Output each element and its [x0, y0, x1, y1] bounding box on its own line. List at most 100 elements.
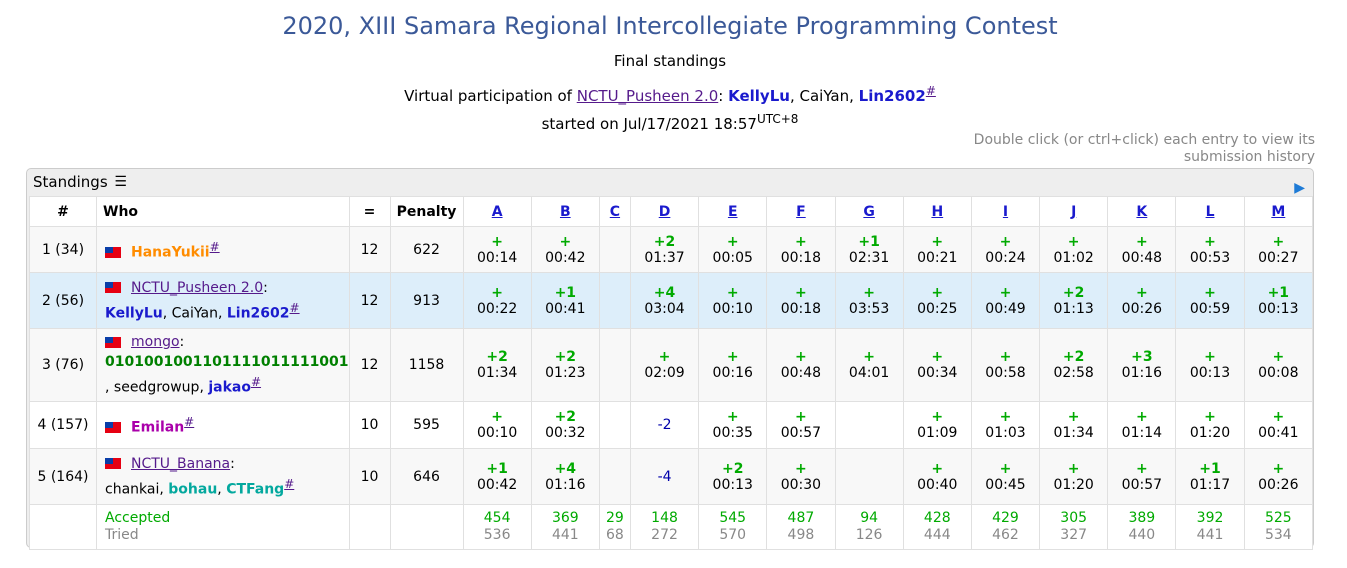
problem-result-cell[interactable]: +00:42 [530, 226, 600, 273]
member-link[interactable]: CaiYan [171, 305, 218, 322]
problem-result-cell[interactable]: +01:03 [970, 401, 1041, 449]
problem-link-g[interactable]: G [863, 203, 875, 220]
col-problem-a[interactable]: A [462, 196, 532, 227]
problem-result-cell[interactable]: +1 00:42 [462, 448, 532, 505]
problem-result-cell[interactable]: +4 03:04 [629, 272, 700, 329]
problem-result-cell[interactable]: +00:24 [970, 226, 1041, 273]
col-problem-h[interactable]: H [902, 196, 972, 227]
problem-result-cell[interactable]: +00:13 [1175, 328, 1245, 402]
problem-result-cell[interactable]: +2 00:32 [530, 401, 600, 449]
member-link[interactable]: CTFang [226, 481, 285, 498]
problem-result-cell[interactable]: +00:27 [1243, 226, 1314, 273]
problem-result-cell[interactable]: +00:48 [766, 328, 836, 402]
problem-link-j[interactable]: J [1071, 203, 1077, 220]
problem-result-cell[interactable]: +03:53 [834, 272, 904, 329]
problem-result-cell[interactable]: +00:48 [1107, 226, 1177, 273]
problem-link-d[interactable]: D [658, 203, 671, 220]
problem-result-cell[interactable]: -4 [629, 448, 700, 505]
table-row[interactable]: 1 (34) HanaYukii# 12 622 +00:14 +00:42 +2 01:37… [29, 226, 1314, 273]
problem-result-cell[interactable]: +00:45 [970, 448, 1041, 505]
hash-link[interactable]: # [184, 415, 195, 430]
col-problem-f[interactable]: F [766, 196, 836, 227]
virtual-team-link[interactable]: NCTU_Pusheen 2.0 [576, 87, 719, 105]
problem-result-cell[interactable]: +01:02 [1039, 226, 1109, 273]
problem-result-cell[interactable] [598, 272, 631, 329]
problem-result-cell[interactable]: +01:34 [1039, 401, 1109, 449]
problem-result-cell[interactable]: +00:22 [462, 272, 532, 329]
member-link[interactable]: Lin2602 [226, 305, 290, 322]
problem-result-cell[interactable]: +00:16 [698, 328, 768, 402]
problem-result-cell[interactable]: +1 01:17 [1175, 448, 1245, 505]
handle-link[interactable]: Emilan [131, 419, 185, 436]
problem-result-cell[interactable]: +01:20 [1175, 401, 1245, 449]
problem-result-cell[interactable]: +2 02:58 [1039, 328, 1109, 402]
problem-link-h[interactable]: H [931, 203, 944, 220]
hash-link[interactable]: # [289, 300, 300, 315]
table-row[interactable]: 4 (157) Emilan# 10 595 +00:10 +2 00:32 -2 +00:35… [29, 401, 1314, 449]
problem-result-cell[interactable]: +02:09 [629, 328, 700, 402]
problem-result-cell[interactable]: +00:21 [902, 226, 972, 273]
problem-result-cell[interactable]: +00:40 [902, 448, 972, 505]
problem-result-cell[interactable] [598, 328, 631, 402]
problem-result-cell[interactable]: +2 01:37 [629, 226, 700, 273]
col-problem-c[interactable]: C [598, 196, 631, 227]
hash-link[interactable]: # [250, 375, 262, 390]
problem-result-cell[interactable]: +00:57 [766, 401, 836, 449]
problem-result-cell[interactable]: +00:30 [766, 448, 836, 505]
problem-result-cell[interactable] [834, 448, 904, 505]
problem-result-cell[interactable] [834, 401, 904, 449]
problem-link-c[interactable]: C [609, 203, 621, 220]
problem-result-cell[interactable]: +00:10 [462, 401, 532, 449]
team-link[interactable]: NCTU_Pusheen 2.0 [131, 279, 264, 296]
problem-result-cell[interactable]: +00:53 [1175, 226, 1245, 273]
col-problem-i[interactable]: I [970, 196, 1041, 227]
problem-result-cell[interactable]: +1 02:31 [834, 226, 904, 273]
problem-result-cell[interactable] [598, 448, 631, 505]
member-link[interactable]: seedgrowup [113, 379, 200, 396]
table-row[interactable]: 5 (164) NCTU_Banana: chankai, bohau, CTFan… [29, 448, 1314, 505]
problem-link-i[interactable]: I [1002, 203, 1009, 220]
col-problem-e[interactable]: E [698, 196, 768, 227]
problem-result-cell[interactable]: +00:26 [1243, 448, 1314, 505]
problem-result-cell[interactable]: +00:57 [1107, 448, 1177, 505]
problem-result-cell[interactable]: +01:20 [1039, 448, 1109, 505]
problem-result-cell[interactable]: +00:41 [1243, 401, 1314, 449]
problem-result-cell[interactable]: +00:05 [698, 226, 768, 273]
problem-result-cell[interactable]: +00:14 [462, 226, 532, 273]
col-problem-l[interactable]: L [1175, 196, 1245, 227]
member-link[interactable]: jakao [208, 379, 251, 396]
problem-result-cell[interactable]: +04:01 [834, 328, 904, 402]
member-lin2602[interactable]: Lin2602 [858, 87, 926, 105]
member-link[interactable]: bohau [168, 481, 218, 498]
member-kellylu[interactable]: KellyLu [728, 87, 790, 105]
col-problem-b[interactable]: B [530, 196, 600, 227]
problem-link-b[interactable]: B [559, 203, 571, 220]
problem-result-cell[interactable]: -2 [629, 401, 700, 449]
problem-result-cell[interactable]: +00:08 [1243, 328, 1314, 402]
problem-result-cell[interactable]: +00:49 [970, 272, 1041, 329]
problem-result-cell[interactable]: +00:34 [902, 328, 972, 402]
problem-result-cell[interactable]: +2 01:34 [462, 328, 532, 402]
table-row[interactable]: 3 (76) mongo: 0101001001101111011111001, s… [29, 328, 1314, 402]
member-caiyan[interactable]: CaiYan [799, 87, 850, 105]
problem-result-cell[interactable]: +01:14 [1107, 401, 1177, 449]
member-link[interactable]: chankai [105, 481, 160, 498]
problem-result-cell[interactable] [598, 226, 631, 273]
problem-result-cell[interactable]: +00:59 [1175, 272, 1245, 329]
team-link[interactable]: NCTU_Banana [131, 455, 231, 472]
problem-result-cell[interactable]: +00:18 [766, 272, 836, 329]
handle-link[interactable]: HanaYukii [131, 244, 210, 261]
team-link[interactable]: mongo [131, 334, 180, 351]
problem-link-m[interactable]: M [1271, 203, 1286, 220]
problem-link-e[interactable]: E [727, 203, 738, 220]
member-link[interactable]: KellyLu [105, 305, 163, 322]
col-problem-d[interactable]: D [629, 196, 700, 227]
play-arrow-icon[interactable]: ▶ [1294, 180, 1305, 196]
problem-result-cell[interactable]: +00:25 [902, 272, 972, 329]
problem-link-l[interactable]: L [1205, 203, 1215, 220]
problem-result-cell[interactable]: +2 01:23 [530, 328, 600, 402]
col-problem-g[interactable]: G [834, 196, 904, 227]
col-problem-j[interactable]: J [1039, 196, 1109, 227]
col-problem-k[interactable]: K [1107, 196, 1177, 227]
col-problem-m[interactable]: M [1243, 196, 1314, 227]
